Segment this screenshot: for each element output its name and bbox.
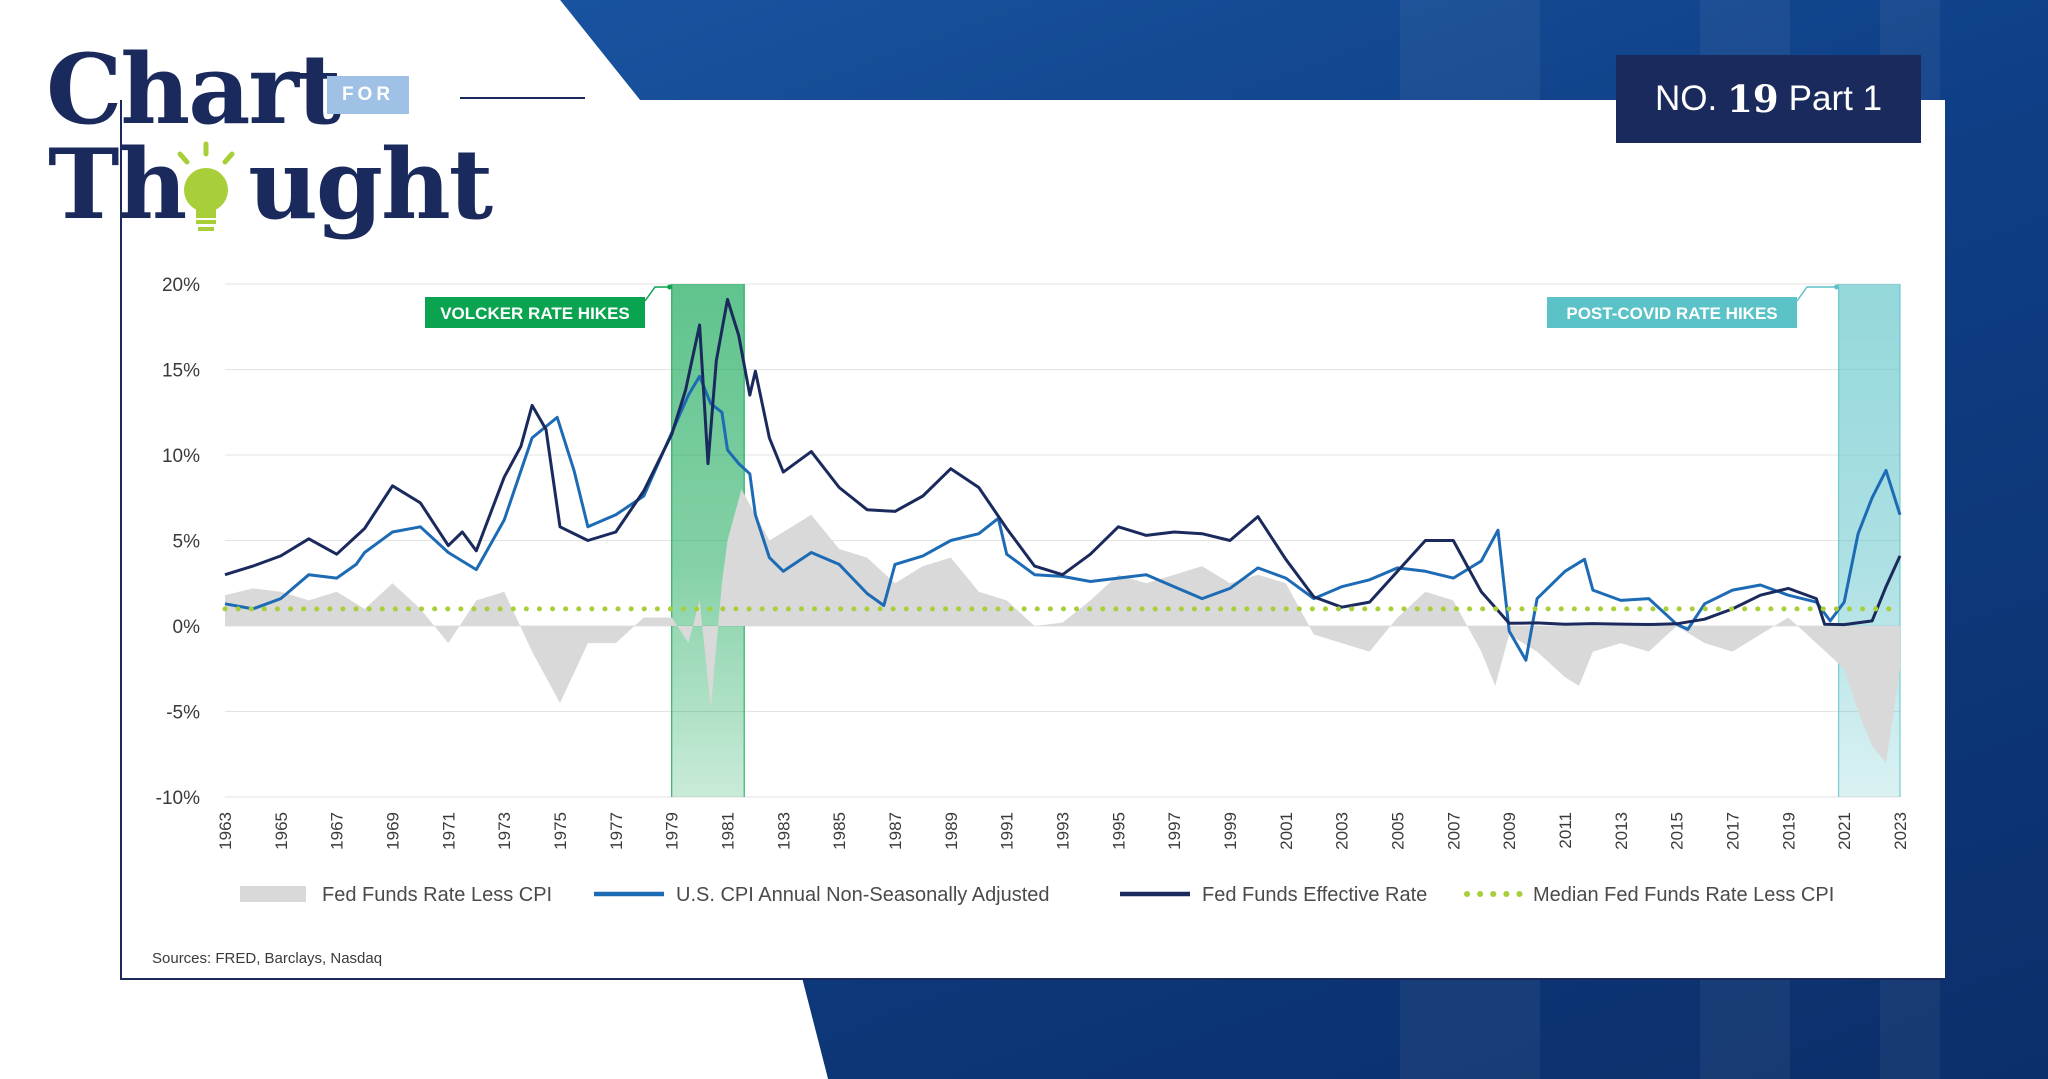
legend-label: U.S. CPI Annual Non-Seasonally Adjusted — [676, 884, 1050, 906]
x-tick-label: 1991 — [998, 812, 1017, 850]
legend-label: Median Fed Funds Rate Less CPI — [1533, 884, 1834, 906]
x-tick-label: 1979 — [663, 812, 682, 850]
source-note: Sources: FRED, Barclays, Nasdaq — [152, 950, 382, 967]
x-tick-label: 1985 — [830, 812, 849, 850]
y-tick-label: -10% — [156, 788, 200, 809]
x-tick-label: 2015 — [1668, 812, 1687, 850]
x-tick-label: 1975 — [551, 812, 570, 850]
logo-chart-text: Chart — [46, 33, 341, 146]
x-tick-label: 2017 — [1724, 812, 1743, 850]
x-tick-label: 2011 — [1556, 812, 1575, 849]
x-tick-label: 1967 — [328, 812, 347, 850]
legend-label: Fed Funds Effective Rate — [1202, 884, 1427, 906]
series-line-fed-funds — [224, 297, 1902, 627]
y-tick-label: 5% — [173, 532, 201, 553]
highlight-label-box — [1547, 297, 1797, 328]
x-tick-label: 1971 — [439, 812, 458, 850]
x-tick-label: 1965 — [272, 812, 291, 850]
x-tick-label: 2021 — [1835, 812, 1854, 850]
x-tick-label: 2013 — [1612, 812, 1631, 850]
x-tick-label: 1963 — [216, 812, 235, 850]
y-axis-ticks: 20% 15% 10% 5% 0% -5% -10% — [156, 275, 200, 809]
series-line-cpi — [224, 374, 1902, 662]
highlight-connector-dot — [667, 284, 673, 290]
x-tick-label: 2003 — [1333, 812, 1352, 850]
highlight-connector — [644, 286, 668, 302]
y-tick-label: 0% — [173, 617, 201, 638]
y-tick-label: -5% — [166, 703, 200, 724]
plot-area — [222, 297, 1903, 763]
x-tick-label: 2023 — [1891, 812, 1910, 850]
x-tick-label: 1993 — [1054, 812, 1073, 850]
highlight-label-text: POST-COVID RATE HIKES — [1566, 304, 1777, 323]
highlight-connector-dot — [1834, 284, 1840, 290]
x-tick-label: 1977 — [607, 812, 626, 850]
y-tick-label: 20% — [162, 275, 200, 296]
series-area-spread — [225, 489, 1900, 763]
highlight-connector — [1796, 286, 1835, 302]
badge-suffix: Part 1 — [1788, 79, 1883, 118]
x-tick-label: 1983 — [774, 812, 793, 850]
lightbulb-icon — [177, 141, 235, 231]
x-tick-label: 2005 — [1389, 812, 1408, 850]
x-axis-ticks: 1963 1965 1967 1969 1971 1973 1975 1977 1979 1981… — [216, 812, 1910, 850]
highlight-labels: VOLCKER RATE HIKES POST-COVID RATE HIKES — [425, 284, 1840, 328]
badge-number: 19 — [1727, 77, 1779, 121]
highlight-label-text: VOLCKER RATE HIKES — [440, 304, 630, 323]
y-tick-label: 10% — [162, 446, 200, 467]
x-tick-label: 1995 — [1109, 812, 1128, 850]
y-tick-label: 15% — [162, 361, 200, 382]
x-tick-label: 1997 — [1165, 812, 1184, 850]
x-tick-label: 2007 — [1444, 812, 1463, 850]
issue-badge: NO. 19 Part 1 — [1616, 55, 1921, 143]
header-rule — [460, 97, 585, 99]
badge-prefix: NO. — [1654, 79, 1718, 118]
logo-for-tag: FOR — [327, 76, 409, 114]
x-tick-label: 1969 — [384, 812, 403, 850]
x-tick-label: 1973 — [495, 812, 514, 850]
x-tick-label: 1989 — [942, 812, 961, 850]
legend: Fed Funds Rate Less CPI U.S. CPI Annual N… — [240, 884, 1834, 906]
gridlines — [225, 283, 1900, 798]
x-tick-label: 1987 — [886, 812, 905, 850]
legend-label: Fed Funds Rate Less CPI — [322, 884, 552, 906]
x-tick-label: 2019 — [1779, 812, 1798, 850]
x-tick-label: 2001 — [1277, 812, 1296, 850]
x-tick-label: 1999 — [1221, 812, 1240, 850]
legend-swatch-area — [240, 886, 306, 902]
x-tick-label: 1981 — [719, 812, 738, 850]
highlight-label-box — [425, 297, 645, 328]
x-tick-label: 2009 — [1500, 812, 1519, 850]
logo-thought-text: Th ught — [48, 128, 493, 241]
